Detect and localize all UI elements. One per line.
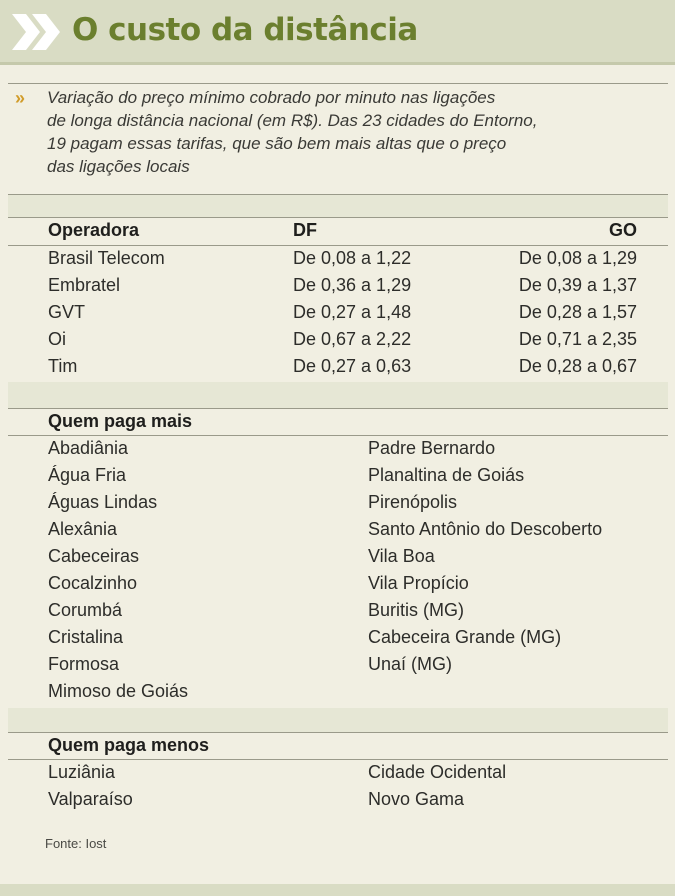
- intro-marker-icon: »: [15, 88, 25, 108]
- go-price: De 0,28 a 1,57: [518, 302, 637, 322]
- city-name: Água Fria: [48, 465, 127, 485]
- footer-bar: [0, 884, 675, 896]
- city-name: Cabeceira Grande (MG): [368, 627, 562, 647]
- city-name: Valparaíso: [48, 789, 133, 809]
- page-title: O custo da distância: [72, 12, 418, 48]
- divider: [8, 83, 668, 84]
- spacer-band: [8, 708, 668, 732]
- city-name: Corumbá: [48, 600, 123, 620]
- df-price: De 0,27 a 0,63: [293, 356, 412, 376]
- column-header-df: DF: [293, 220, 317, 240]
- city-name: Padre Bernardo: [368, 438, 496, 458]
- city-name: Alexânia: [48, 519, 118, 539]
- city-name: Unaí (MG): [368, 654, 453, 674]
- operator-name: GVT: [48, 302, 86, 322]
- go-price: De 0,39 a 1,37: [518, 275, 637, 295]
- city-name: Mimoso de Goiás: [48, 681, 189, 701]
- divider: [8, 217, 668, 218]
- column-header-go: GO: [608, 220, 637, 240]
- intro-line: 19 pagam essas tarifas, que são bem mais…: [47, 134, 507, 153]
- city-name: Formosa: [48, 654, 120, 674]
- city-name: Pirenópolis: [368, 492, 458, 512]
- city-name: Vila Boa: [368, 546, 435, 566]
- spacer-band: [8, 195, 668, 217]
- city-name: Cidade Ocidental: [368, 762, 507, 782]
- divider: [8, 245, 668, 246]
- go-price: De 0,71 a 2,35: [518, 329, 637, 349]
- city-name: Novo Gama: [368, 789, 465, 809]
- df-price: De 0,08 a 1,22: [293, 248, 412, 268]
- operator-name: Embratel: [48, 275, 121, 295]
- city-name: Luziânia: [48, 762, 116, 782]
- spacer-band: [8, 382, 668, 408]
- title-banner: O custo da distância: [0, 0, 675, 65]
- operator-name: Oi: [48, 329, 66, 349]
- operator-name: Brasil Telecom: [48, 248, 165, 268]
- city-name: Abadiânia: [48, 438, 129, 458]
- double-chevron-icon: [12, 14, 60, 50]
- city-name: Buritis (MG): [368, 600, 464, 620]
- intro-line: Variação do preço mínimo cobrado por min…: [47, 88, 496, 107]
- divider: [8, 194, 668, 195]
- operator-name: Tim: [48, 356, 78, 376]
- section-title-pays-less: Quem paga menos: [48, 735, 210, 755]
- city-name: Águas Lindas: [48, 492, 158, 512]
- city-name: Planaltina de Goiás: [368, 465, 525, 485]
- source-credit: Fonte: Iost: [45, 836, 107, 851]
- intro-line: das ligações locais: [47, 157, 190, 176]
- df-price: De 0,27 a 1,48: [293, 302, 412, 322]
- df-price: De 0,67 a 2,22: [293, 329, 412, 349]
- city-name: Cristalina: [48, 627, 124, 647]
- city-name: Vila Propício: [368, 573, 469, 593]
- section-title-pays-more: Quem paga mais: [48, 411, 193, 431]
- intro-text: Variação do preço mínimo cobrado por min…: [47, 86, 627, 178]
- intro-line: de longa distância nacional (em R$). Das…: [47, 111, 538, 130]
- df-price: De 0,36 a 1,29: [293, 275, 412, 295]
- divider: [8, 732, 668, 733]
- city-name: Cocalzinho: [48, 573, 138, 593]
- go-price: De 0,28 a 0,67: [518, 356, 637, 376]
- divider: [8, 408, 668, 409]
- divider: [8, 435, 668, 436]
- city-name: Cabeceiras: [48, 546, 140, 566]
- column-header-operator: Operadora: [48, 220, 140, 240]
- city-name: Santo Antônio do Descoberto: [368, 519, 603, 539]
- divider: [8, 759, 668, 760]
- go-price: De 0,08 a 1,29: [518, 248, 637, 268]
